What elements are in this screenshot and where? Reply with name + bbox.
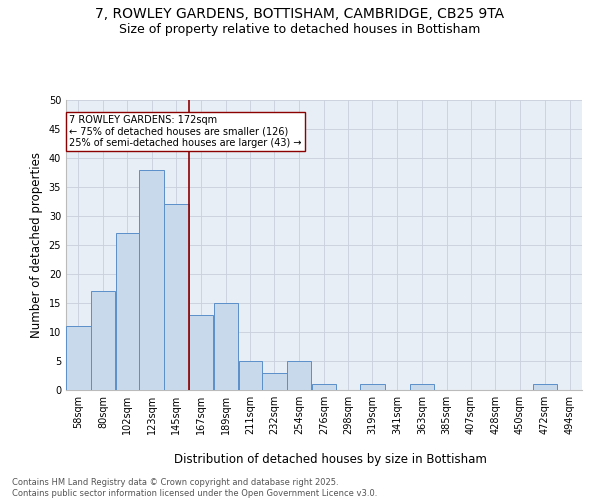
Bar: [139, 170, 164, 390]
Bar: [91, 292, 115, 390]
Bar: [360, 384, 385, 390]
Bar: [533, 384, 557, 390]
Text: 7, ROWLEY GARDENS, BOTTISHAM, CAMBRIDGE, CB25 9TA: 7, ROWLEY GARDENS, BOTTISHAM, CAMBRIDGE,…: [95, 8, 505, 22]
Text: Distribution of detached houses by size in Bottisham: Distribution of detached houses by size …: [173, 452, 487, 466]
Bar: [312, 384, 336, 390]
Y-axis label: Number of detached properties: Number of detached properties: [30, 152, 43, 338]
Bar: [262, 372, 287, 390]
Bar: [66, 326, 91, 390]
Bar: [287, 361, 311, 390]
Bar: [116, 234, 139, 390]
Bar: [239, 361, 262, 390]
Bar: [410, 384, 434, 390]
Bar: [189, 314, 214, 390]
Text: 7 ROWLEY GARDENS: 172sqm
← 75% of detached houses are smaller (126)
25% of semi-: 7 ROWLEY GARDENS: 172sqm ← 75% of detach…: [70, 114, 302, 148]
Text: Contains HM Land Registry data © Crown copyright and database right 2025.
Contai: Contains HM Land Registry data © Crown c…: [12, 478, 377, 498]
Bar: [214, 303, 238, 390]
Bar: [164, 204, 188, 390]
Text: Size of property relative to detached houses in Bottisham: Size of property relative to detached ho…: [119, 22, 481, 36]
